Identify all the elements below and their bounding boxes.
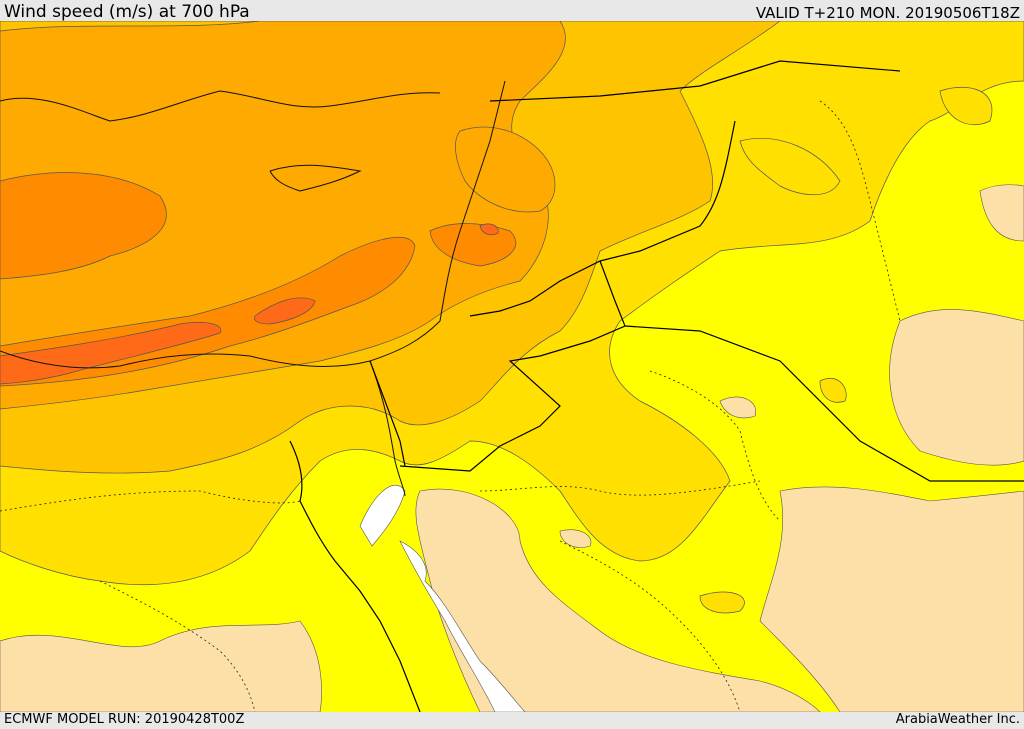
orange-dark-core xyxy=(0,223,499,385)
valid-time: VALID T+210 MON. 20190506T18Z xyxy=(755,4,1020,22)
water-areas xyxy=(359,485,526,712)
low-wind-areas xyxy=(0,36,1024,712)
province-lines xyxy=(0,100,901,712)
borders xyxy=(289,60,1024,712)
model-run-label: ECMWF MODEL RUN: 20190428T00Z xyxy=(4,712,245,727)
coastlines xyxy=(0,80,506,497)
map-title: Wind speed (m/s) at 700 hPa xyxy=(4,2,250,22)
wind-speed-map xyxy=(0,21,1024,712)
orange-light-band xyxy=(0,21,566,410)
credit-label: ArabiaWeather Inc. xyxy=(895,712,1020,727)
map-footer: ECMWF MODEL RUN: 20190428T00Z ArabiaWeat… xyxy=(0,712,1024,729)
map-header: Wind speed (m/s) at 700 hPa VALID T+210 … xyxy=(0,0,1024,22)
